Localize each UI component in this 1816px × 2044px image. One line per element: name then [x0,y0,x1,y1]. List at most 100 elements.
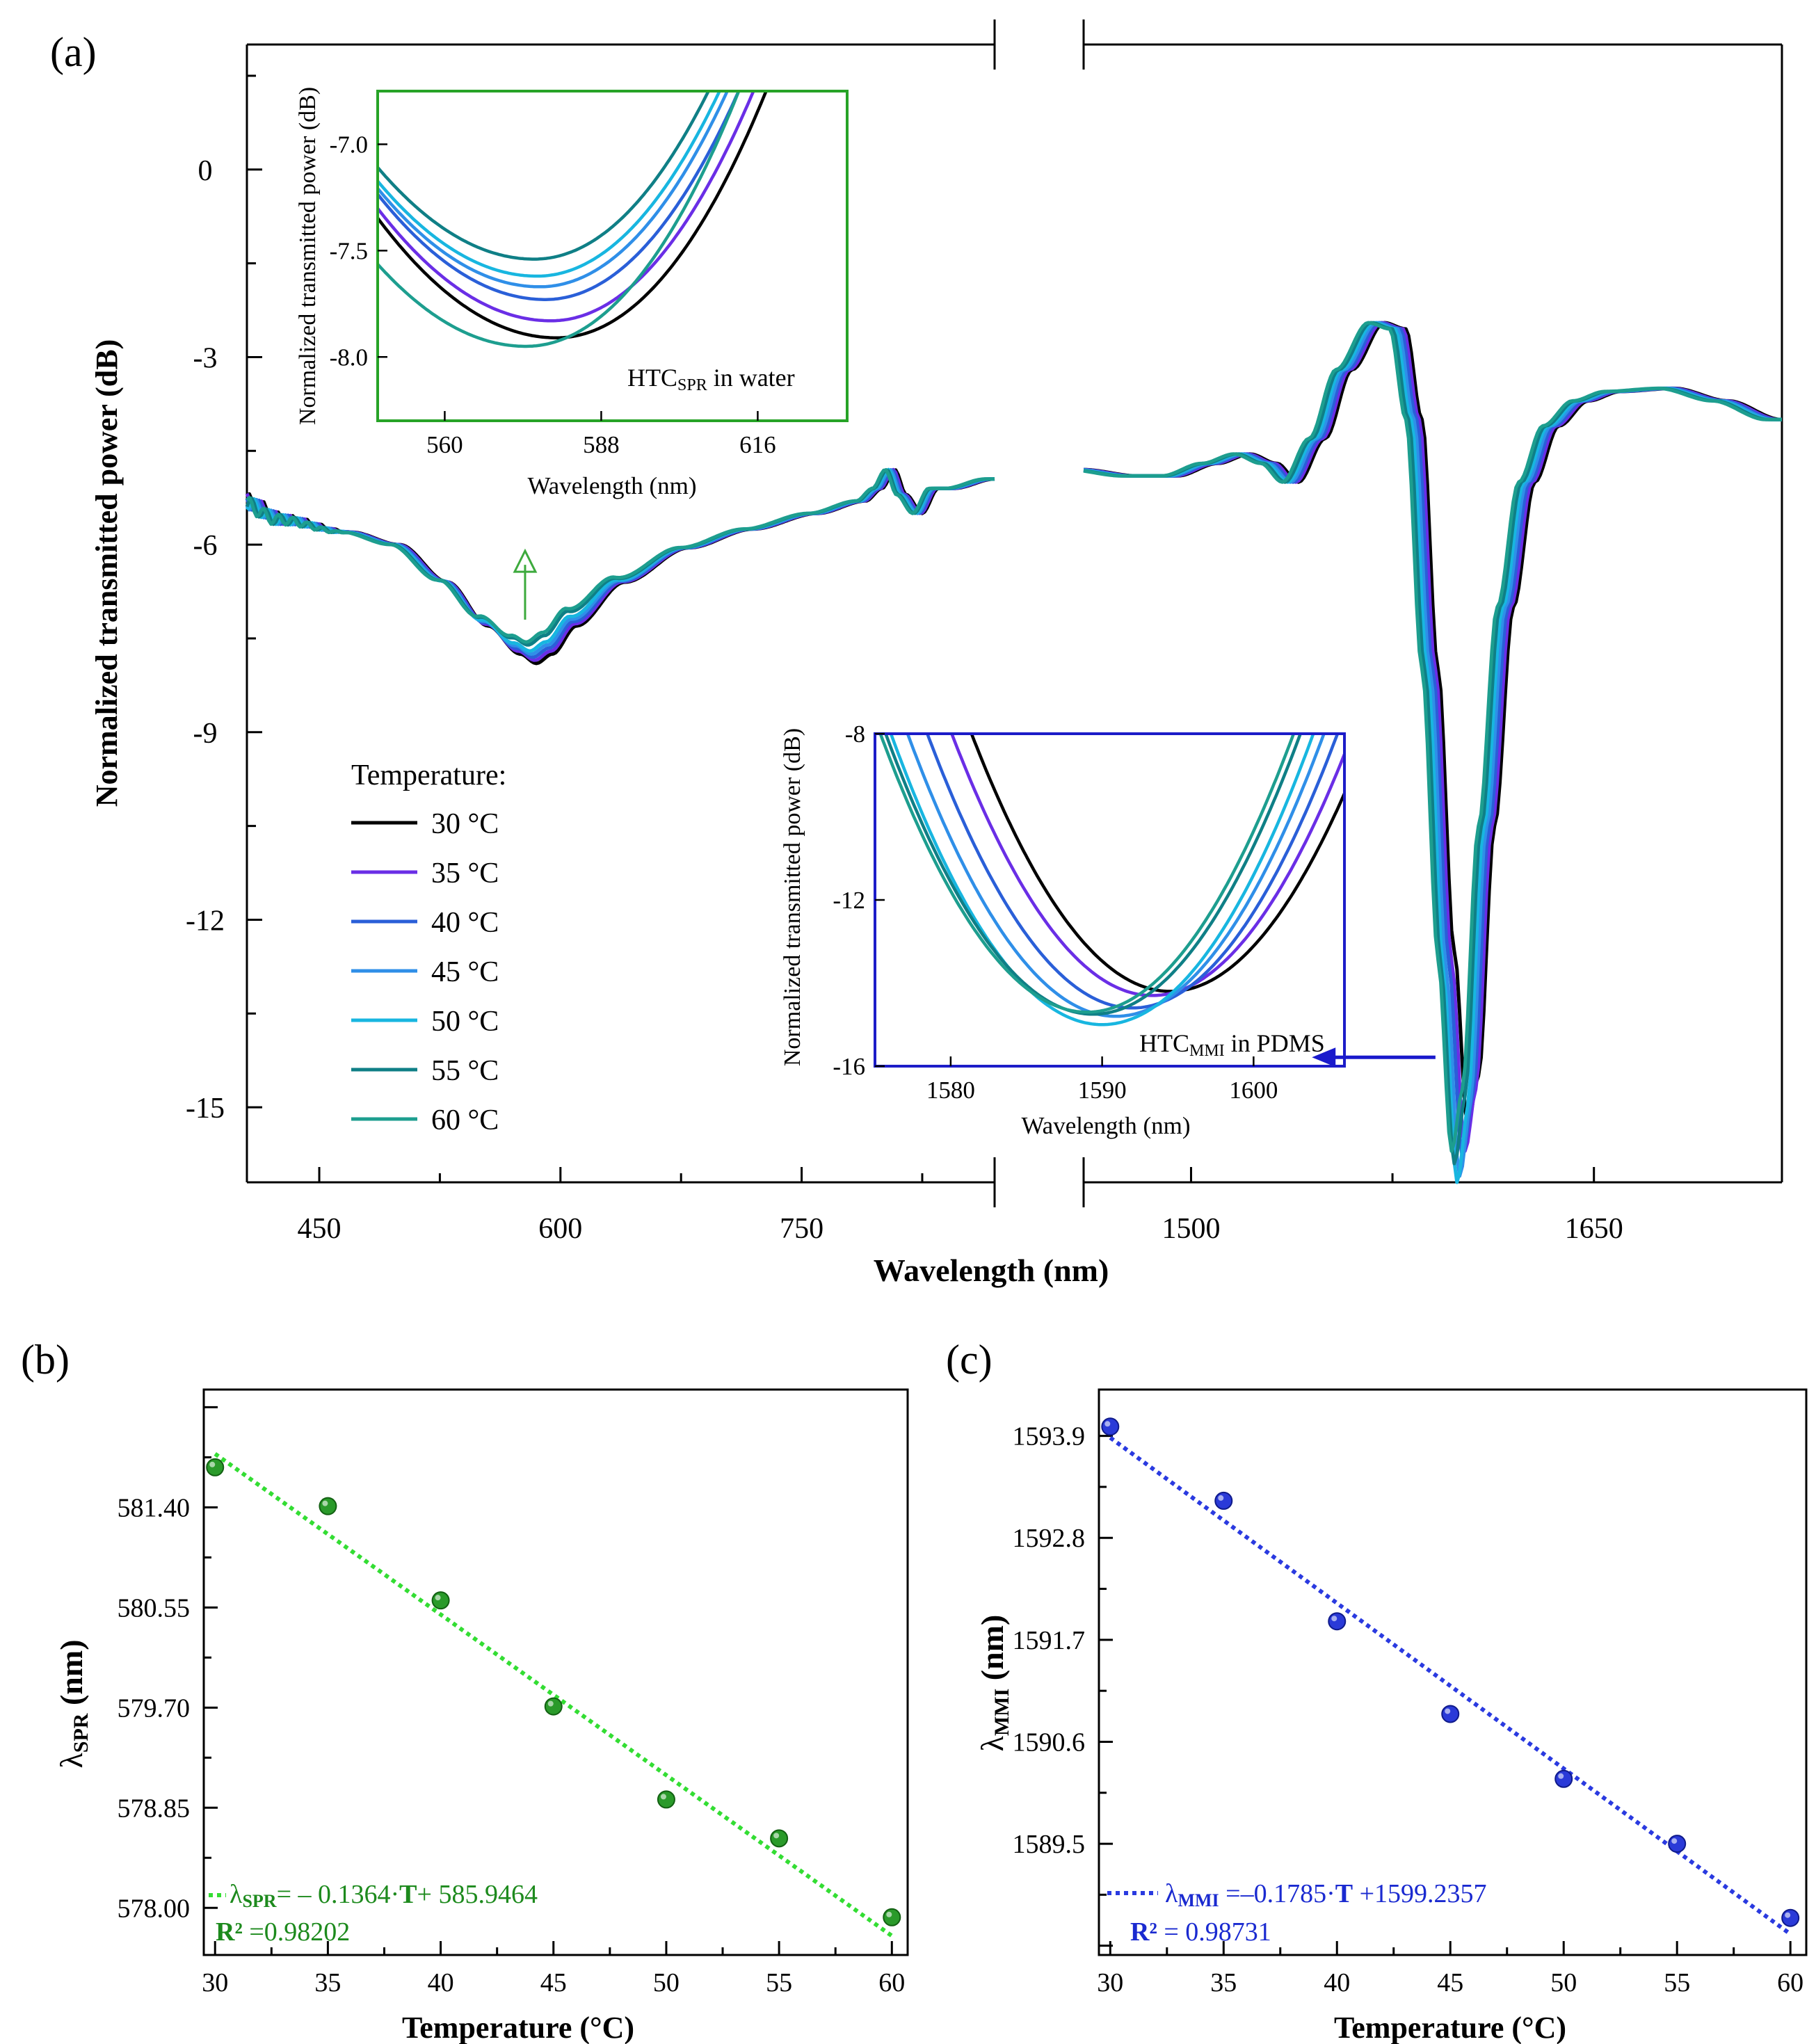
y-tick-label: 580.55 [118,1593,191,1623]
data-point-highlight [1671,1838,1678,1844]
y-tick-label: 578.85 [118,1794,191,1823]
data-point [206,1458,225,1476]
inset-y-tick-label: -8.0 [330,344,368,371]
x-tick-label: 55 [766,1968,792,1997]
inset-frame [376,90,849,422]
panel-a-x-axis-label: Wavelength (nm) [874,1253,1109,1288]
inset-series-30c-line [378,91,768,339]
panel-b-equation: λSPR= – 0.1364·T+ 585.9464 [230,1880,538,1911]
inset-x-tick-label: 560 [426,431,463,458]
legend-title: Temperature: [351,759,506,791]
inset-series-55c-line [378,91,711,261]
inset-series-50c-line [889,734,1315,1027]
inset-mmi-curves [875,734,1344,1066]
inset-series-45c-line [378,91,730,289]
inset-x-tick-label: 1590 [1078,1077,1127,1104]
inset-series-60c-line [878,734,1296,1014]
inset-spr-annotation: HTCSPR in water [627,364,795,394]
panel-c-axes: 30 35 40 45 50 55 60 1589.5 1590.6 1591.7 1592.8 15… [1013,1388,1808,1997]
inset-mmi-annotation: HTCMMI in PDMS [1139,1029,1325,1060]
y-tick-label: 578.00 [118,1894,191,1923]
fit-line [1109,1435,1792,1936]
data-point-highlight [1218,1495,1224,1501]
y-tick-label: 1590.6 [1013,1728,1086,1757]
panel-label-b: (b) [21,1337,70,1383]
panel-c-equation: λMMI =–0.1785·T +1599.2357 [1165,1879,1487,1910]
x-tick-label: 1650 [1565,1213,1623,1245]
inset-y-tick-label: -8 [845,721,865,748]
y-tick-label: 1592.8 [1013,1524,1086,1553]
inset-pointer-arrow-head [1312,1047,1336,1068]
data-point [1554,1769,1573,1788]
data-point-highlight [1104,1421,1111,1427]
inset-x-tick-label: 1580 [926,1077,975,1104]
data-point-highlight [322,1500,328,1506]
inset-series-50c-line [378,91,722,278]
x-tick-label: 45 [1437,1968,1463,1997]
panel-a-curves [245,321,1783,1184]
y-tick-label: 579.70 [118,1693,191,1723]
panel-a-axes: 0 -3 -6 -9 -12 -15 450 600 750 1500 1650 [186,19,1783,1245]
y-tick-label: 0 [198,155,213,187]
legend-label: 50 °C [431,1006,499,1038]
data-point [1101,1417,1120,1436]
y-tick-label: 1593.9 [1013,1422,1086,1451]
data-point-highlight [547,1700,554,1707]
data-point [657,1790,675,1809]
legend-label: 45 °C [431,956,499,988]
inset-series-55c-line [884,734,1303,1016]
inset-series-30c-line [970,734,1344,993]
legend-label: 35 °C [431,858,499,890]
legend-label: 55 °C [431,1055,499,1087]
y-tick-label: -15 [186,1093,225,1125]
x-tick-label: 60 [878,1968,905,1997]
y-tick-label: -3 [193,342,218,374]
inset-series-35c-line [950,734,1344,997]
data-point [883,1908,901,1926]
legend-label: 30 °C [431,808,499,840]
plot-frame [1098,1388,1808,1956]
x-tick-label: 30 [1097,1968,1123,1997]
data-point [1668,1835,1687,1853]
inset-series-40c-line [378,91,741,301]
data-point [1441,1705,1460,1723]
x-tick-label: 45 [540,1968,567,1997]
data-point [319,1497,337,1515]
data-point [431,1591,450,1610]
panel-c: (c) 30 35 40 45 50 55 60 1589.5 1590.6 1591.7 1592… [946,1337,1808,2044]
series-60c-nir-line [1083,321,1782,1153]
x-tick-label: 1500 [1162,1213,1220,1245]
inset-spr-curves [378,91,847,421]
data-point-highlight [660,1794,666,1800]
x-tick-label: 40 [428,1968,454,1997]
inset-series-40c-line [925,734,1340,1010]
data-point-highlight [1558,1773,1564,1779]
inset-spr: -7.0 -7.5 -8.0 560 588 616 Normalized transmi… [295,87,849,499]
x-tick-label: 35 [1210,1968,1237,1997]
data-point [1328,1612,1347,1631]
y-tick-label: -12 [186,905,225,937]
y-tick-label: -9 [193,718,218,750]
inset-clip-group [878,734,1344,1027]
y-tick-label: -6 [193,530,218,562]
inset-mmi-x-axis-label: Wavelength (nm) [1021,1112,1190,1139]
inset-mmi-axes: -8 -12 -16 1580 1590 1600 [833,721,1346,1104]
data-point [770,1829,789,1848]
temperature-up-arrow-head [513,548,538,573]
inset-mmi: -8 -12 -16 1580 1590 1600 Normalized transmit… [780,721,1346,1139]
panel-b-x-axis-label: Temperature (°C) [402,2011,634,2044]
x-tick-label: 600 [538,1213,582,1245]
panel-b-axes: 30 35 40 45 50 55 60 578.00 578.85 579.70 580.55 58… [118,1388,909,1997]
panel-b: (b) 30 35 40 45 50 55 60 578.00 578.85 579.70 580.… [21,1337,909,2044]
inset-y-tick-label: -16 [833,1053,865,1080]
inset-background [378,91,847,421]
data-point-highlight [1445,1708,1451,1714]
data-point-highlight [435,1595,441,1601]
data-point [544,1697,563,1716]
panel-a-arrows [513,548,1436,1068]
inset-mmi-y-axis-label: Normalized transmitted power (dB) [780,728,805,1066]
series-60c-visible-line [246,468,995,644]
data-point-highlight [773,1833,780,1839]
x-tick-label: 50 [1550,1968,1577,1997]
